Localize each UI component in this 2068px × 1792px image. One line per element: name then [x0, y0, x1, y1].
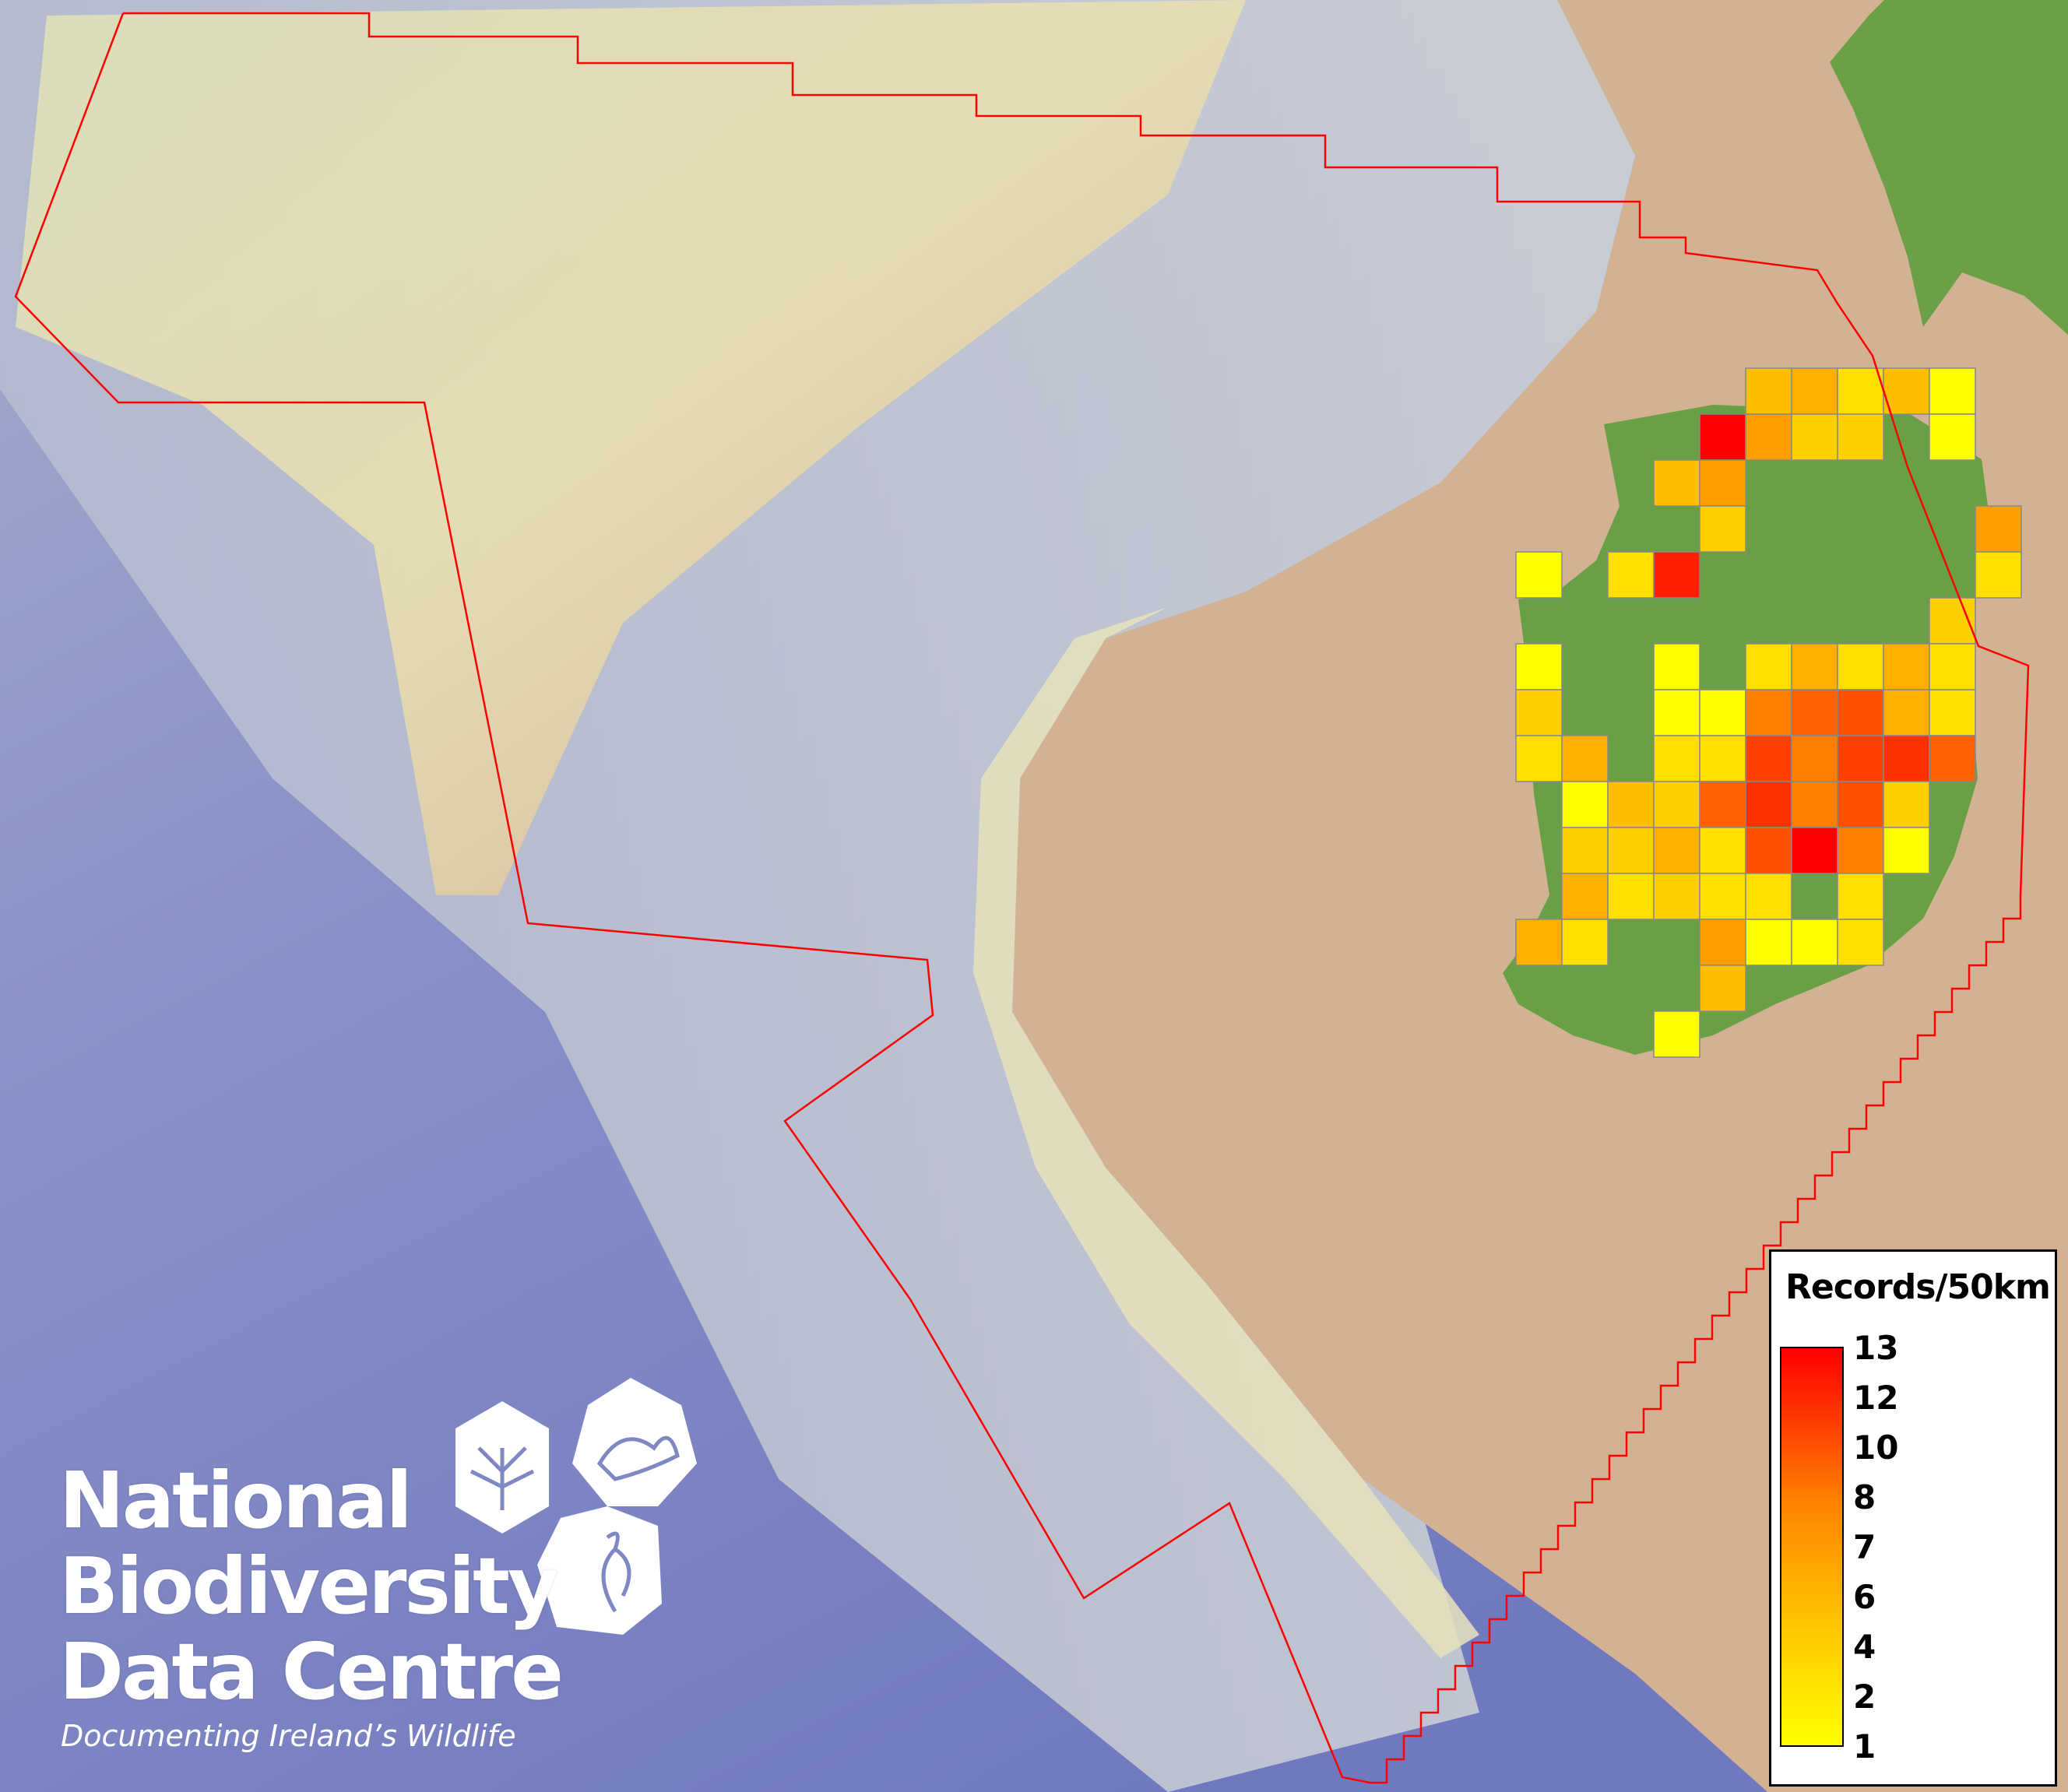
legend-tick: 12: [1853, 1379, 1899, 1417]
grid-cell: [1745, 413, 1792, 461]
grid-cell: [1653, 735, 1700, 782]
grid-cell: [1607, 551, 1655, 599]
grid-cell: [1745, 873, 1792, 920]
legend-tick: 13: [1853, 1329, 1899, 1367]
grid-cell: [1883, 827, 1930, 874]
grid-cell: [1653, 873, 1700, 920]
legend-tick: 8: [1853, 1478, 1876, 1516]
grid-cell: [1561, 919, 1609, 966]
grid-cell: [1883, 367, 1930, 415]
grid-cell: [1745, 735, 1792, 782]
grid-cell: [1929, 413, 1976, 461]
grid-cell: [1699, 689, 1746, 736]
grid-cell: [1699, 413, 1746, 461]
grid-cell: [1837, 919, 1884, 966]
grid-cell: [1791, 827, 1838, 874]
grid-cell: [1607, 781, 1655, 828]
grid-cell: [1699, 781, 1746, 828]
logo-tagline: Documenting Ireland’s Wildlife: [61, 1719, 516, 1753]
grid-cell: [1699, 873, 1746, 920]
grid-cell: [1791, 413, 1838, 461]
grid-cell: [1791, 689, 1838, 736]
logo-hexagons: [455, 1378, 697, 1635]
grid-cell: [1515, 689, 1563, 736]
legend-tick: 2: [1853, 1678, 1876, 1716]
grid-cell: [1561, 735, 1609, 782]
grid-cell: [1929, 643, 1976, 690]
grid-cell: [1745, 781, 1792, 828]
grid-cell: [1975, 551, 2022, 599]
grid-cell: [1883, 643, 1930, 690]
grid-cell: [1745, 367, 1792, 415]
legend: Records/50km 13 12 10 8 7 6 4 2 1: [1769, 1249, 2057, 1787]
grid-cell: [1929, 367, 1976, 415]
legend-tick: 6: [1853, 1578, 1876, 1616]
grid-cell: [1653, 643, 1700, 690]
grid-cell: [1699, 505, 1746, 553]
records-grid: [1515, 367, 2022, 1058]
porcupine-bank: [16, 0, 1246, 895]
grid-cell: [1791, 643, 1838, 690]
butterfly-hexagon-icon: [572, 1378, 697, 1506]
grid-cell: [1653, 689, 1700, 736]
legend-tick: 7: [1853, 1528, 1876, 1566]
grid-cell: [1653, 781, 1700, 828]
grid-cell: [1653, 459, 1700, 507]
grid-cell: [1975, 505, 2022, 553]
grid-cell: [1791, 735, 1838, 782]
grid-cell: [1837, 827, 1884, 874]
grid-cell: [1515, 919, 1563, 966]
legend-title: Records/50km: [1785, 1267, 2051, 1307]
logo-line-biodiversity: Biodiversity: [59, 1541, 558, 1632]
grid-cell: [1699, 827, 1746, 874]
grid-cell: [1699, 965, 1746, 1012]
grid-cell: [1837, 689, 1884, 736]
logo-line-data-centre: Data Centre: [59, 1626, 564, 1717]
grid-cell: [1883, 781, 1930, 828]
grid-cell: [1929, 689, 1976, 736]
grid-cell: [1791, 781, 1838, 828]
grid-cell: [1699, 459, 1746, 507]
grid-cell: [1837, 873, 1884, 920]
grid-cell: [1515, 551, 1563, 599]
grid-cell: [1607, 827, 1655, 874]
shelf-edge: [973, 607, 1479, 1658]
grid-cell: [1745, 919, 1792, 966]
grid-cell: [1745, 643, 1792, 690]
grid-cell: [1837, 735, 1884, 782]
boundary-line: [14, 12, 2030, 1784]
grid-cell: [1561, 827, 1609, 874]
grid-cell: [1791, 367, 1838, 415]
seahorse-hexagon-icon: [537, 1506, 662, 1635]
grid-cell: [1607, 873, 1655, 920]
grid-cell: [1653, 1010, 1700, 1058]
grid-cell: [1883, 735, 1930, 782]
grid-cell: [1929, 735, 1976, 782]
grid-cell: [1561, 873, 1609, 920]
grid-cell: [1883, 689, 1930, 736]
legend-tick: 1: [1853, 1727, 1876, 1766]
grid-cell: [1745, 827, 1792, 874]
grid-cell: [1837, 781, 1884, 828]
grid-cell: [1515, 735, 1563, 782]
grid-cell: [1561, 781, 1609, 828]
legend-colorbar: [1780, 1347, 1844, 1747]
legend-tick: 4: [1853, 1628, 1876, 1666]
grid-cell: [1515, 643, 1563, 690]
legend-tick: 10: [1853, 1428, 1899, 1467]
grid-cell: [1699, 919, 1746, 966]
grid-cell: [1699, 735, 1746, 782]
grid-cell: [1653, 827, 1700, 874]
logo-line-national: National: [59, 1455, 413, 1546]
grid-cell: [1653, 551, 1700, 599]
grid-cell: [1837, 367, 1884, 415]
grid-cell: [1837, 413, 1884, 461]
britain-land: [1830, 0, 2068, 335]
grid-cell: [1837, 643, 1884, 690]
grid-cell: [1745, 689, 1792, 736]
grid-cell: [1791, 919, 1838, 966]
